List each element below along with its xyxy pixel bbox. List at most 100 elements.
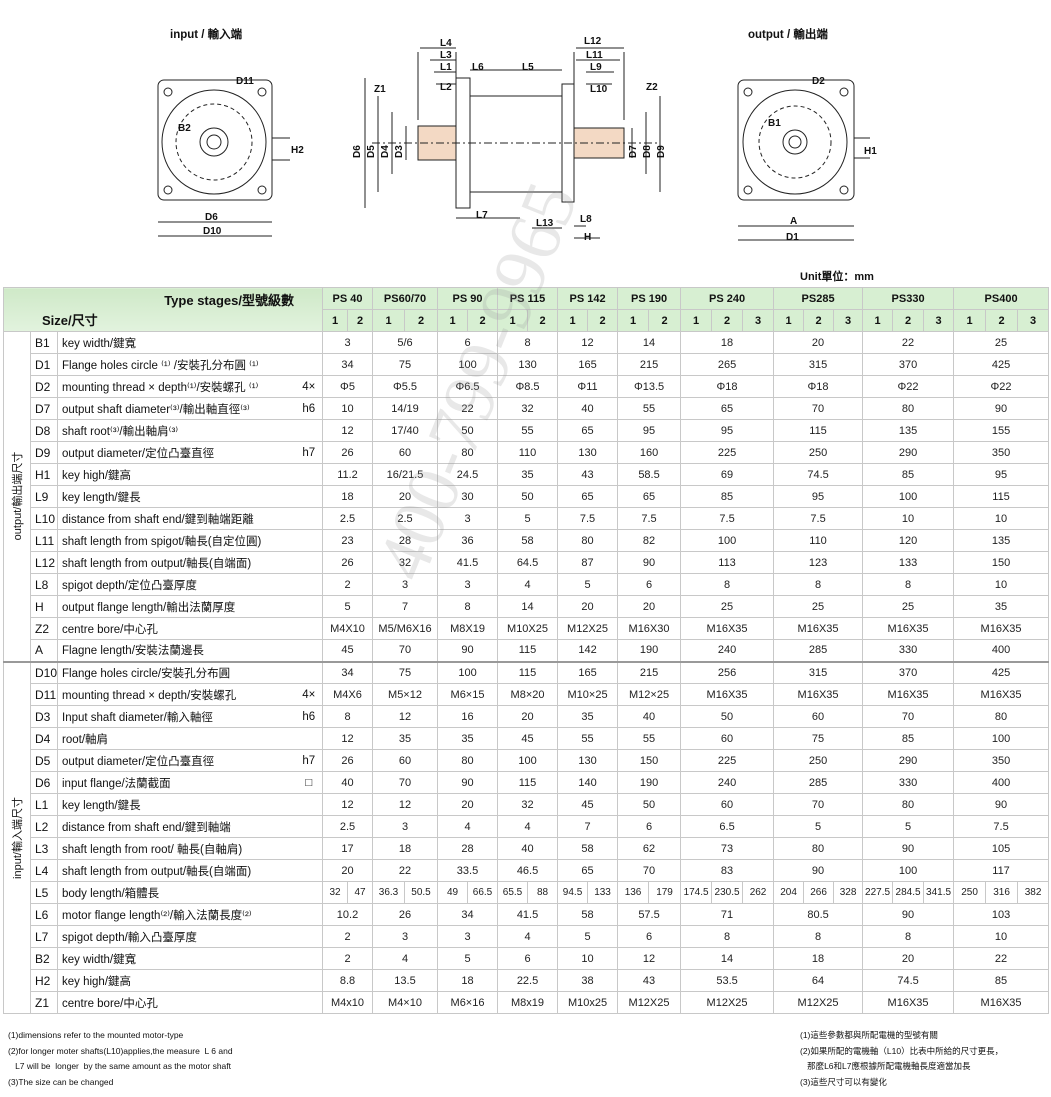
label-d6-side: D6 (352, 145, 363, 158)
dimension-code: A (30, 639, 58, 662)
table-cell: 65 (680, 397, 775, 420)
dimension-description: key high/鍵高 (57, 969, 296, 992)
stage-header: 1 (862, 309, 894, 332)
stage-header: 1 (953, 309, 987, 332)
table-cell: M12X25 (680, 991, 775, 1014)
table-row: Z1 centre bore/中心孔 M4x10 M4×10 M6×16 M8x19 M10… (4, 991, 1050, 1014)
table-cell: 20 (773, 331, 864, 354)
table-cell: 35 (953, 595, 1050, 618)
stage-header: 2 (347, 309, 373, 332)
dimension-code: D3 (30, 705, 58, 728)
table-cell: 90 (862, 837, 955, 860)
table-cell: 55 (497, 419, 559, 442)
table-cell: 6 (497, 947, 559, 970)
table-cell: 38 (557, 969, 619, 992)
table-cell: 10 (953, 925, 1050, 948)
table-cell: 35 (557, 705, 619, 728)
table-row: D7 output shaft diameter⁽³⁾/輸出軸直徑⁽³⁾ h6 10 1… (4, 397, 1050, 420)
table-cell: 130 (497, 353, 559, 376)
table-cell: 8 (773, 925, 864, 948)
table-cell: M16X35 (953, 683, 1050, 706)
table-cell: 25 (953, 331, 1050, 354)
table-cell: 22 (953, 947, 1050, 970)
stage-header: 2 (403, 309, 439, 332)
table-cell: 5 (497, 507, 559, 530)
table-cell: 7.5 (953, 815, 1050, 838)
table-cell: 70 (371, 771, 439, 794)
table-cell: 5 (322, 595, 373, 618)
table-cell: 7.5 (557, 507, 619, 530)
tolerance (295, 595, 323, 618)
table-cell: 30 (437, 485, 499, 508)
table-cell: 6 (617, 815, 682, 838)
table-cell: 64.5 (497, 551, 559, 574)
table-cell: 7.5 (617, 507, 682, 530)
table-cell: 115 (773, 419, 864, 442)
table-cell: 3 (437, 925, 499, 948)
table-cell: 12 (322, 727, 373, 750)
table-cell: 55 (617, 397, 682, 420)
table-cell: M10X25 (497, 617, 559, 640)
dimension-code: D6 (30, 771, 58, 794)
table-cell: 35 (371, 727, 439, 750)
table-cell: 24.5 (437, 463, 499, 486)
table-cell: 50 (497, 485, 559, 508)
table-cell: 160 (617, 441, 682, 464)
table-cell: 240 (680, 639, 775, 662)
output-title: output / 輸出端 (748, 27, 828, 41)
dimension-description: key width/鍵寬 (57, 331, 296, 354)
table-cell: 32 (497, 793, 559, 816)
dimension-description: key length/鍵長 (57, 485, 296, 508)
table-cell: 90 (953, 793, 1050, 816)
table-cell: 6 (617, 573, 682, 596)
label-h2: H2 (291, 145, 304, 156)
table-cell: 18 (773, 947, 864, 970)
model-header: PS400 (953, 287, 1050, 310)
table-cell: 90 (437, 771, 499, 794)
model-header: PS60/70 (371, 287, 439, 310)
table-cell: 7.5 (773, 507, 864, 530)
dimension-code: H1 (30, 463, 58, 486)
footnote: 那麼L6和L7應根據所配電機軸長度適當加長 (800, 1061, 971, 1071)
table-cell: 135 (953, 529, 1050, 552)
table-cell: 3 (437, 507, 499, 530)
table-row: H2 key high/鍵高 8.8 13.5 18 22.5 38 43 53.5 64 74.5… (4, 969, 1050, 992)
table-cell: 341.5 (923, 881, 955, 904)
stage-header: 2 (803, 309, 835, 332)
tolerance (295, 881, 323, 904)
table-cell: 34 (322, 353, 373, 376)
table-cell: 41.5 (497, 903, 559, 926)
model-header: PS 240 (680, 287, 775, 310)
table-cell: 55 (557, 727, 619, 750)
dimension-code: D4 (30, 727, 58, 750)
label-d10: D10 (203, 226, 222, 237)
table-cell: 22 (437, 397, 499, 420)
table-cell: 4 (371, 947, 439, 970)
table-cell: 12 (322, 419, 373, 442)
table-cell: Φ5.5 (371, 375, 439, 398)
group-label-text: output/輸出端尺寸 (12, 451, 24, 541)
tolerance (295, 639, 323, 662)
table-cell: M8x19 (497, 991, 559, 1014)
dimension-description: distance from shaft end/鍵到軸端距離 (57, 507, 296, 530)
table-cell: 266 (803, 881, 835, 904)
table-cell: 35 (497, 463, 559, 486)
table-cell: 5 (773, 815, 864, 838)
table-cell: 350 (953, 749, 1050, 772)
table-cell: 25 (862, 595, 955, 618)
table-cell: 50 (617, 793, 682, 816)
stage-header: 1 (617, 309, 650, 332)
output-end-drawing (737, 79, 870, 241)
table-row: L11 shaft length from spigot/軸長(自定位圓) 23 28… (4, 529, 1050, 552)
input-end-drawing (157, 79, 290, 237)
label-d9: D9 (656, 145, 667, 158)
tolerance (295, 859, 323, 882)
table-row: D6 input flange/法蘭截面 □ 40 70 90 115 140 190 240 28… (4, 771, 1050, 794)
table-cell: Φ22 (862, 375, 955, 398)
table-row: D11 mounting thread × depth/安裝螺孔 4× M4X6 M5×… (4, 683, 1050, 706)
table-cell: 5 (557, 573, 619, 596)
table-row: L5 body length/箱體長 32 47 36.3 50.5 49 66.5 65.5 8… (4, 881, 1050, 904)
table-cell: 20 (322, 859, 373, 882)
tolerance (295, 793, 323, 816)
